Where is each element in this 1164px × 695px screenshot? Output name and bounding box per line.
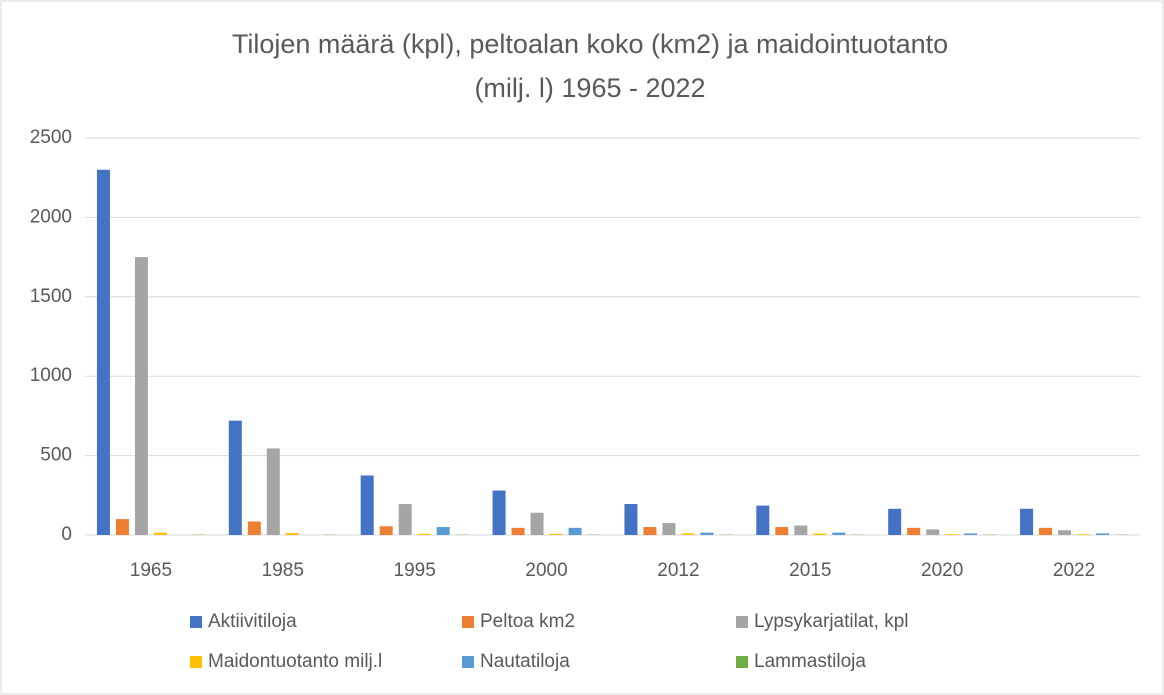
legend-label: Lammastiloja [754,651,866,672]
chart-title: (milj. l) 1965 - 2022 [474,73,705,103]
legend-swatch [462,656,474,668]
legend-label: Nautatiloja [480,651,570,672]
y-tick-label: 2500 [30,127,72,148]
bar [266,448,280,535]
x-tick-label: 2020 [921,560,963,581]
y-tick-label: 500 [40,445,72,466]
bar [813,533,827,535]
bar [794,525,808,535]
bar [379,526,393,535]
bar [511,527,525,535]
legend-swatch [190,616,202,628]
legend-swatch [462,616,474,628]
legend-label: Maidontuotanto milj.l [208,651,382,672]
bar [549,533,563,535]
legend-label: Lypsykarjatilat, kpl [754,611,909,632]
bar [945,534,959,535]
bar [568,527,582,535]
bar [153,532,167,535]
y-tick-label: 1000 [30,365,72,386]
bar [417,533,431,535]
bar [907,527,921,535]
bar [115,519,129,535]
bar [285,533,299,535]
x-tick-label: 2022 [1053,560,1095,581]
bar [681,533,695,535]
bar [360,475,374,535]
bar [134,257,148,535]
x-tick-label: 1965 [130,560,172,581]
bar [662,523,676,535]
bar [1077,534,1091,535]
x-tick-label: 2015 [789,560,831,581]
bar [1039,527,1053,535]
legend-swatch [736,616,748,628]
bar [700,532,714,535]
y-tick-label: 0 [61,524,72,545]
bar [1058,530,1072,535]
bar [228,420,242,535]
bar [247,521,261,535]
bar [832,532,846,535]
chart-title: Tilojen määrä (kpl), peltoalan koko (km2… [232,29,948,59]
bar [1096,533,1110,535]
bar [926,529,940,535]
y-tick-label: 1500 [30,286,72,307]
y-tick-label: 2000 [30,206,72,227]
bar [888,508,902,535]
legend-label: Peltoa km2 [480,611,575,632]
x-tick-label: 1995 [394,560,436,581]
bar [775,527,789,535]
bar [624,504,638,535]
bar [643,527,657,535]
bar [964,533,978,535]
bar [96,169,110,535]
bar [756,505,770,535]
bar [398,504,412,535]
x-tick-label: 1985 [262,560,304,581]
x-tick-label: 2012 [657,560,699,581]
bar [1020,508,1034,535]
bar [530,512,544,535]
legend-label: Aktiivitiloja [208,611,297,632]
bar [492,490,506,535]
x-tick-label: 2000 [525,560,567,581]
bar [436,527,450,535]
legend-swatch [190,656,202,668]
legend-swatch [736,656,748,668]
